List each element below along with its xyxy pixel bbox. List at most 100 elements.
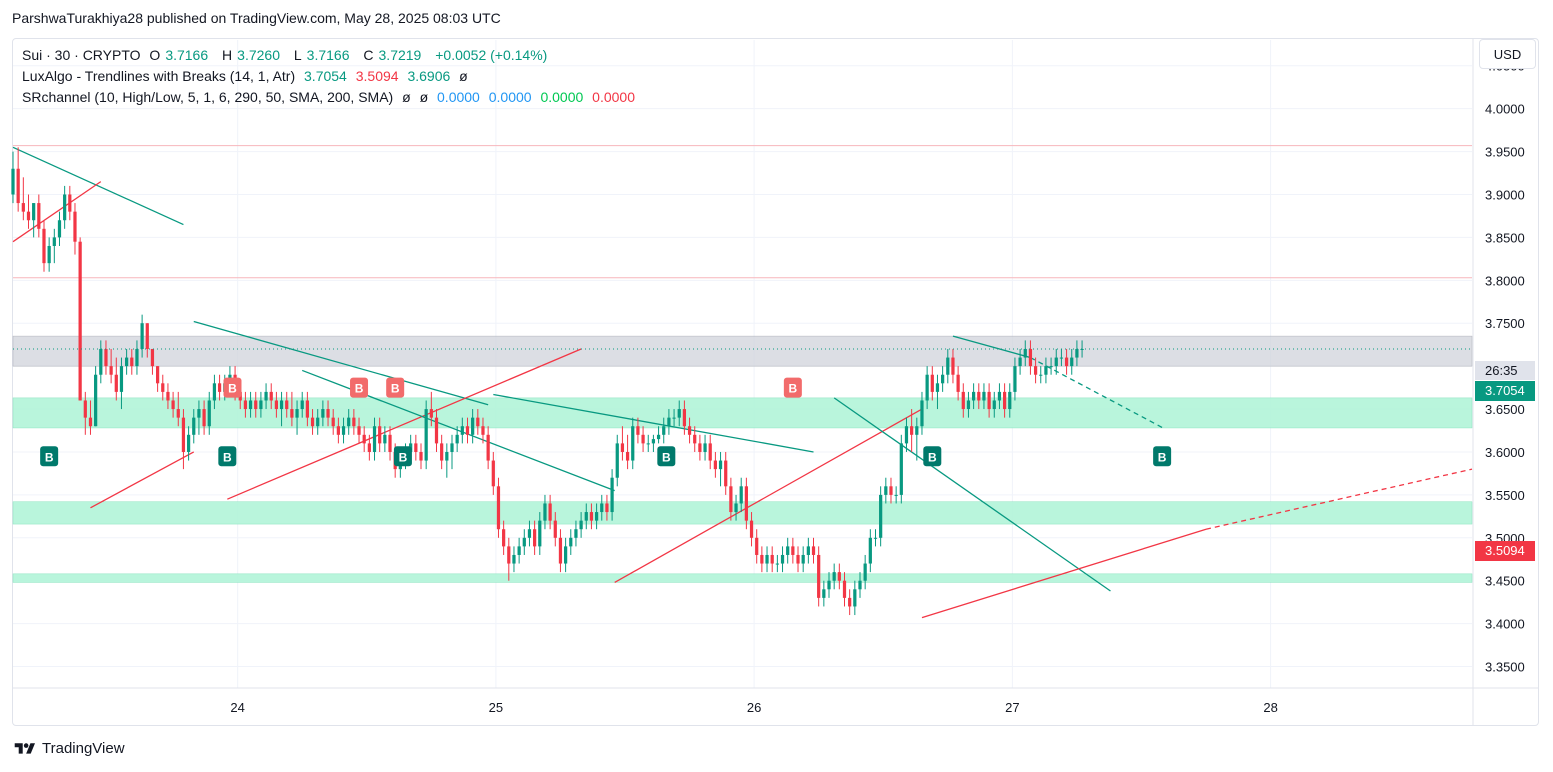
candle-body xyxy=(37,203,41,229)
candle-body xyxy=(331,417,335,427)
candle-body xyxy=(667,417,671,427)
candle-body xyxy=(744,486,748,521)
candle-body xyxy=(811,546,816,555)
candle-body xyxy=(1075,348,1079,358)
indicator-1-value-4: ø xyxy=(459,68,468,84)
legend-indicator-2[interactable]: SRchannel (10, High/Low, 5, 1, 6, 290, 5… xyxy=(22,87,640,108)
candle-body xyxy=(135,348,139,367)
candle-body xyxy=(806,546,810,555)
candle-body xyxy=(522,537,526,547)
sell-signal-marker xyxy=(350,377,369,398)
candle-body xyxy=(533,529,537,547)
candle-body xyxy=(491,460,495,487)
legend-open-label: O xyxy=(149,47,161,63)
candle-body xyxy=(584,512,588,521)
indicator-2-value-5: 0.0000 xyxy=(540,89,584,105)
candle-body xyxy=(780,554,785,564)
candle-body xyxy=(863,563,867,581)
tradingview-brand: TradingView xyxy=(42,740,125,757)
candle-body xyxy=(553,520,557,538)
tradingview-footer[interactable]: TradingView xyxy=(12,740,125,757)
candle-body xyxy=(99,348,103,375)
candle-body xyxy=(1039,374,1043,376)
candle-body xyxy=(605,503,609,513)
candle-body xyxy=(414,443,418,452)
candle-body xyxy=(915,426,919,435)
candle-body xyxy=(114,374,118,392)
legend-close-label: C xyxy=(363,47,374,63)
buy-signal-text: B xyxy=(399,450,408,464)
candle-body xyxy=(155,366,160,384)
candle-body xyxy=(563,546,568,564)
candle-body xyxy=(1028,348,1033,367)
legend-symbol[interactable]: Sui · 30 · CRYPTO xyxy=(22,47,141,63)
candle-body xyxy=(471,417,475,435)
support-zone xyxy=(12,397,1473,429)
candle-body xyxy=(140,323,144,349)
candle-body xyxy=(1070,357,1074,367)
candle-body xyxy=(1018,357,1022,367)
x-axis-tick-label: 27 xyxy=(1005,700,1019,715)
sell-signal-text: B xyxy=(391,382,400,396)
candle-body xyxy=(884,486,888,495)
candle-body xyxy=(181,417,186,452)
buy-signal-marker xyxy=(40,446,59,467)
candle-body xyxy=(822,589,826,598)
candle-body xyxy=(600,503,604,513)
indicator-2-value-3: 0.0000 xyxy=(437,89,480,105)
currency-button[interactable]: USD xyxy=(1479,39,1536,69)
candle-body xyxy=(910,426,914,435)
candle-body xyxy=(445,451,449,461)
candle-body xyxy=(212,383,217,401)
candle-body xyxy=(656,434,661,440)
candle-body xyxy=(243,400,248,410)
indicator-2-value-6: 0.0000 xyxy=(592,89,635,105)
y-axis-tick-label: 3.3500 xyxy=(1485,660,1525,675)
resistance-zone xyxy=(12,335,1473,367)
y-axis-tick-label: 3.6500 xyxy=(1485,402,1525,417)
candle-body xyxy=(760,554,764,564)
candle-body xyxy=(853,589,857,607)
trendline xyxy=(921,528,1207,619)
y-axis-tick-label: 4.0000 xyxy=(1485,102,1525,117)
countdown-label: 26:35 xyxy=(1475,361,1535,380)
trendline xyxy=(12,146,184,226)
candle-body xyxy=(197,409,201,418)
candle-body xyxy=(248,400,253,410)
legend-indicator-1[interactable]: LuxAlgo - Trendlines with Breaks (14, 1,… xyxy=(22,66,640,87)
y-axis-tick-label: 3.7500 xyxy=(1485,316,1525,331)
candle-body xyxy=(109,366,113,375)
chart-frame xyxy=(12,38,1539,726)
y-axis-tick-label: 3.5500 xyxy=(1485,488,1525,503)
candle-body xyxy=(512,554,516,564)
candle-body xyxy=(1002,391,1007,410)
indicator-2-value-2: ø xyxy=(419,89,429,105)
candle-body xyxy=(770,554,774,564)
candle-body xyxy=(347,417,351,427)
candle-body xyxy=(739,486,743,504)
legend-open-value: 3.7166 xyxy=(165,47,209,63)
buy-signal-text: B xyxy=(45,450,54,464)
indicator-1-value-3: 3.6906 xyxy=(407,68,451,84)
candle-body xyxy=(904,426,909,444)
candle-body xyxy=(1054,357,1058,367)
candle-body xyxy=(646,443,650,445)
x-axis-tick-label: 25 xyxy=(489,700,503,715)
candle-body xyxy=(316,417,320,427)
candle-body xyxy=(631,426,635,461)
candle-body xyxy=(285,400,289,410)
sell-signal-marker xyxy=(783,377,802,398)
candle-body xyxy=(662,426,666,435)
candle-body xyxy=(708,443,712,461)
sell-signal-text: B xyxy=(789,382,798,396)
candle-body xyxy=(372,426,377,452)
candle-body xyxy=(935,383,940,392)
buy-signal-text: B xyxy=(223,450,232,464)
candle-body xyxy=(817,554,821,598)
candle-body xyxy=(765,554,769,564)
candle-body xyxy=(460,426,464,435)
candle-body xyxy=(68,194,72,212)
candle-body xyxy=(357,426,361,435)
candle-body xyxy=(899,443,903,495)
